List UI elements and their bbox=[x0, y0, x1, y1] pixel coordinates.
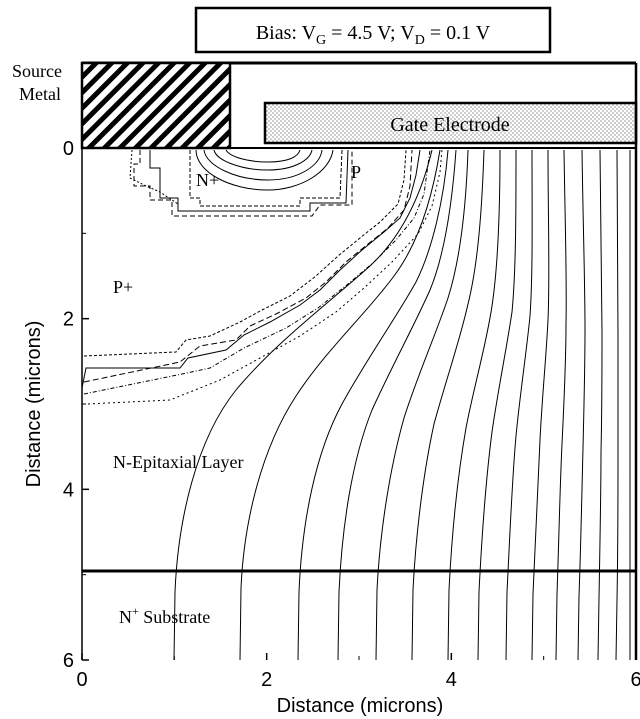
source-metal-label-line2: Metal bbox=[19, 84, 61, 104]
field-line-9 bbox=[505, 149, 533, 660]
x-tick-label: 0 bbox=[76, 669, 87, 691]
field-line-14 bbox=[615, 149, 619, 660]
field-line-13 bbox=[597, 149, 603, 660]
contour-lines bbox=[82, 149, 631, 660]
contour-pbody-5 bbox=[87, 149, 443, 405]
bias-text: Bias: VG = 4.5 V; VD = 0.1 V bbox=[256, 22, 491, 48]
field-line-10 bbox=[531, 149, 550, 660]
region-label-nsubstrate: N+ Substrate bbox=[119, 604, 210, 627]
field-line-3 bbox=[297, 149, 449, 660]
source-metal-block bbox=[80, 61, 232, 150]
x-tick-label: 2 bbox=[261, 669, 272, 691]
contour-nplus-6 bbox=[133, 150, 353, 217]
field-line-2 bbox=[239, 149, 441, 660]
field-line-1 bbox=[173, 149, 433, 660]
gate-electrode-block bbox=[263, 101, 638, 145]
field-line-5 bbox=[375, 149, 469, 660]
gate-electrode-label: Gate Electrode bbox=[390, 114, 509, 136]
y-axis-title: Distance (microns) bbox=[23, 321, 45, 488]
contour-pbody-1 bbox=[82, 149, 421, 389]
y-tick-label: 4 bbox=[63, 479, 74, 501]
region-label-nepi: N-Epitaxial Layer bbox=[113, 452, 243, 472]
y-tick-label: 6 bbox=[63, 650, 74, 672]
region-label-p: P bbox=[351, 162, 361, 182]
field-line-6 bbox=[411, 149, 485, 660]
contour-nplus-1 bbox=[195, 149, 334, 191]
field-line-11 bbox=[555, 149, 567, 660]
plot-frame bbox=[81, 63, 638, 660]
region-label-pplus: P+ bbox=[113, 277, 133, 297]
x-tick-label: 4 bbox=[446, 669, 457, 691]
contour-nplus-7 bbox=[129, 149, 179, 205]
contour-nplus-2 bbox=[203, 149, 323, 181]
y-tick-label: 0 bbox=[63, 138, 74, 160]
y-tick-label: 2 bbox=[63, 309, 74, 331]
field-line-8 bbox=[477, 149, 517, 660]
field-line-4 bbox=[337, 149, 457, 660]
contour-nplus-3 bbox=[213, 149, 313, 171]
contour-nplus-5 bbox=[189, 149, 343, 207]
contour-nplus-4 bbox=[225, 149, 301, 163]
contour-nplus-boundary bbox=[149, 149, 349, 212]
bias-label: Bias: VG = 4.5 V; VD = 0.1 V bbox=[194, 6, 552, 54]
field-line-12 bbox=[577, 149, 586, 660]
x-tick-label: 6 bbox=[630, 669, 640, 691]
field-line-7 bbox=[447, 149, 501, 660]
contour-pbody-3 bbox=[83, 149, 407, 357]
source-metal-label-line1: Source bbox=[12, 61, 62, 81]
region-label-nplus: N+ bbox=[196, 170, 219, 190]
x-axis-title: Distance (microns) bbox=[277, 695, 444, 717]
contour-pbody-2 bbox=[83, 149, 413, 383]
contour-pbody-4 bbox=[83, 149, 431, 395]
